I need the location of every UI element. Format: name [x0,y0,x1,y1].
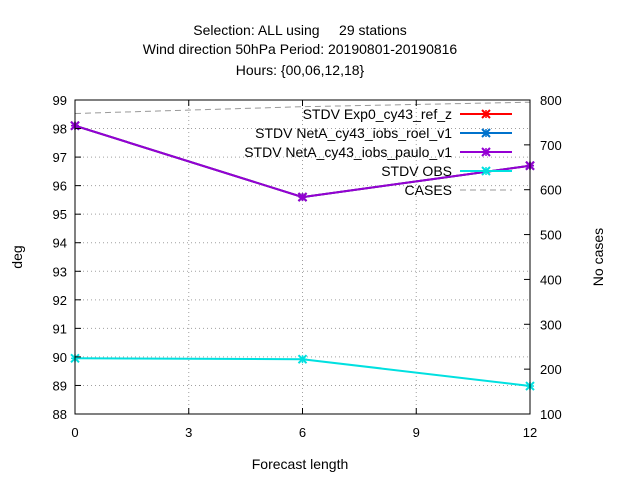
y2-tick-label: 400 [540,272,562,287]
x-tick-label: 9 [413,425,420,440]
series-markers [70,120,535,391]
y2-tick-label: 100 [540,407,562,422]
y-axis-label: deg [9,245,25,268]
y2-axis-label: No cases [590,228,606,286]
x-tick-label: 12 [523,425,537,440]
legend-label: STDV Exp0_cy43_ref_z [303,106,452,122]
legend-label: STDV NetA_cy43_iobs_paulo_v1 [244,144,452,160]
x-tick-label: 3 [185,425,192,440]
y-axis-right: 100 200 300 400 500 600 700 800 [524,93,562,422]
y-tick-label: 90 [53,350,67,365]
legend-label: CASES [405,182,452,198]
legend-marker [481,166,491,176]
y2-tick-label: 500 [540,228,562,243]
x-tick-label: 6 [299,425,306,440]
title-line-3: Hours: {00,06,12,18} [236,62,365,78]
chart-title: Selection: ALL using 29 stations Wind di… [143,22,458,78]
y-tick-label: 88 [53,407,67,422]
legend-label: STDV OBS [381,163,452,179]
series-line-4 [74,101,531,114]
y2-tick-label: 800 [540,93,562,108]
x-tick-label: 0 [71,425,78,440]
x-axis-label: Forecast length [252,456,349,472]
grid [75,100,530,414]
y-tick-label: 96 [53,179,67,194]
y-tick-label: 92 [53,293,67,308]
legend-marker [481,147,491,157]
y2-tick-label: 200 [540,362,562,377]
y-tick-label: 99 [53,93,67,108]
y2-tick-label: 700 [540,138,562,153]
title-line-2: Wind direction 50hPa Period: 20190801-20… [143,41,458,57]
y-tick-label: 89 [53,378,67,393]
legend: STDV Exp0_cy43_ref_z STDV NetA_cy43_iobs_… [244,106,512,198]
y-tick-label: 91 [53,321,67,336]
y-axis-left: 88 89 90 91 92 93 94 95 96 97 98 99 [53,93,81,422]
legend-marker [481,109,491,119]
y-tick-label: 97 [53,150,67,165]
series-point-3 [297,354,308,364]
x-axis: 0 3 6 9 12 [71,100,537,440]
legend-label: STDV NetA_cy43_iobs_roel_v1 [255,125,452,141]
series-point-2 [297,192,308,202]
y2-tick-label: 600 [540,183,562,198]
y2-tick-label: 300 [540,317,562,332]
y-tick-label: 95 [53,207,67,222]
y-tick-label: 93 [53,264,67,279]
title-line-1: Selection: ALL using 29 stations [193,22,407,38]
y-tick-label: 98 [53,122,67,137]
y-tick-label: 94 [53,236,67,251]
legend-marker [481,128,491,138]
